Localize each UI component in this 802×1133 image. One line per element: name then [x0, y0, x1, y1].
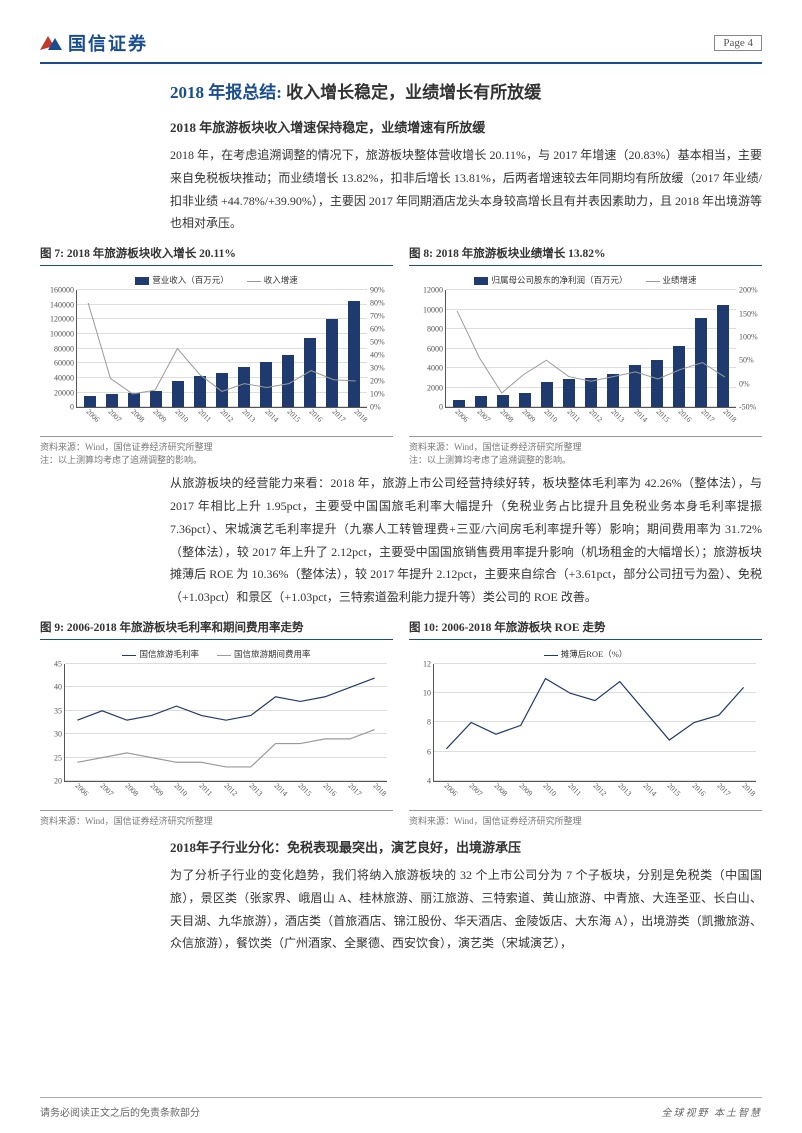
main-title: 2018 年报总结: 收入增长稳定，业绩增长有所放缓 — [170, 78, 762, 103]
page-number: Page 4 — [714, 35, 762, 51]
section3-heading: 2018年子行业分化：免税表现最突出，演艺良好，出境游承压 — [170, 837, 762, 856]
chart9-source: 资料来源：Wind，国信证券经济研究所整理 — [40, 810, 393, 827]
company-name: 国信证券 — [68, 30, 148, 56]
charts-row-1: 图 7: 2018 年旅游板块收入增长 20.11% 营业收入（百万元）收入增速… — [40, 245, 762, 466]
section2-para: 从旅游板块的经营能力来看：2018 年，旅游上市公司经营持续好转，板块整体毛利率… — [170, 472, 762, 609]
chart7-source: 资料来源：Wind，国信证券经济研究所整理 — [40, 436, 393, 453]
charts-row-2: 图 9: 2006-2018 年旅游板块毛利率和期间费用率走势 国信旅游毛利率国… — [40, 619, 762, 827]
chart7-box: 图 7: 2018 年旅游板块收入增长 20.11% 营业收入（百万元）收入增速… — [40, 245, 393, 466]
title-prefix: 2018 年报总结: — [170, 83, 286, 102]
footer-left: 请务必阅读正文之后的免责条款部分 — [40, 1104, 200, 1119]
chart10-box: 图 10: 2006-2018 年旅游板块 ROE 走势 摊薄后ROE（%）46… — [409, 619, 762, 827]
section1-heading: 2018 年旅游板块收入增速保持稳定，业绩增速有所放缓 — [170, 117, 762, 136]
chart7-canvas: 营业收入（百万元）收入增速020000400006000080000100000… — [40, 272, 393, 432]
chart9-title: 图 9: 2006-2018 年旅游板块毛利率和期间费用率走势 — [40, 619, 393, 640]
logo-block: 国信证券 — [40, 30, 148, 56]
chart10-title: 图 10: 2006-2018 年旅游板块 ROE 走势 — [409, 619, 762, 640]
chart7-title: 图 7: 2018 年旅游板块收入增长 20.11% — [40, 245, 393, 266]
chart10-source: 资料来源：Wind，国信证券经济研究所整理 — [409, 810, 762, 827]
chart9-box: 图 9: 2006-2018 年旅游板块毛利率和期间费用率走势 国信旅游毛利率国… — [40, 619, 393, 827]
footer-right: 全球视野 本土智慧 — [662, 1104, 763, 1119]
chart8-source: 资料来源：Wind，国信证券经济研究所整理 — [409, 436, 762, 453]
chart8-note: 注：以上测算均考虑了追溯调整的影响。 — [409, 453, 762, 466]
title-suffix: 收入增长稳定，业绩增长有所放缓 — [286, 83, 541, 102]
section1-para: 2018 年，在考虑追溯调整的情况下，旅游板块整体营收增长 20.11%，与 2… — [170, 144, 762, 235]
page-header: 国信证券 Page 4 — [40, 30, 762, 64]
section3-para: 为了分析子行业的变化趋势，我们将纳入旅游板块的 32 个上市公司分为 7 个子板… — [170, 864, 762, 955]
chart8-title: 图 8: 2018 年旅游板块业绩增长 13.82% — [409, 245, 762, 266]
chart8-canvas: 归属母公司股东的净利润（百万元）业绩增速02000400060008000100… — [409, 272, 762, 432]
logo-icon — [40, 34, 62, 52]
chart10-canvas: 摊薄后ROE（%）4681012200620072008200920102011… — [409, 646, 762, 806]
chart8-box: 图 8: 2018 年旅游板块业绩增长 13.82% 归属母公司股东的净利润（百… — [409, 245, 762, 466]
page-footer: 请务必阅读正文之后的免责条款部分 全球视野 本土智慧 — [40, 1097, 762, 1119]
chart9-canvas: 国信旅游毛利率国信旅游期间费用率202530354045200620072008… — [40, 646, 393, 806]
chart7-note: 注：以上测算均考虑了追溯调整的影响。 — [40, 453, 393, 466]
